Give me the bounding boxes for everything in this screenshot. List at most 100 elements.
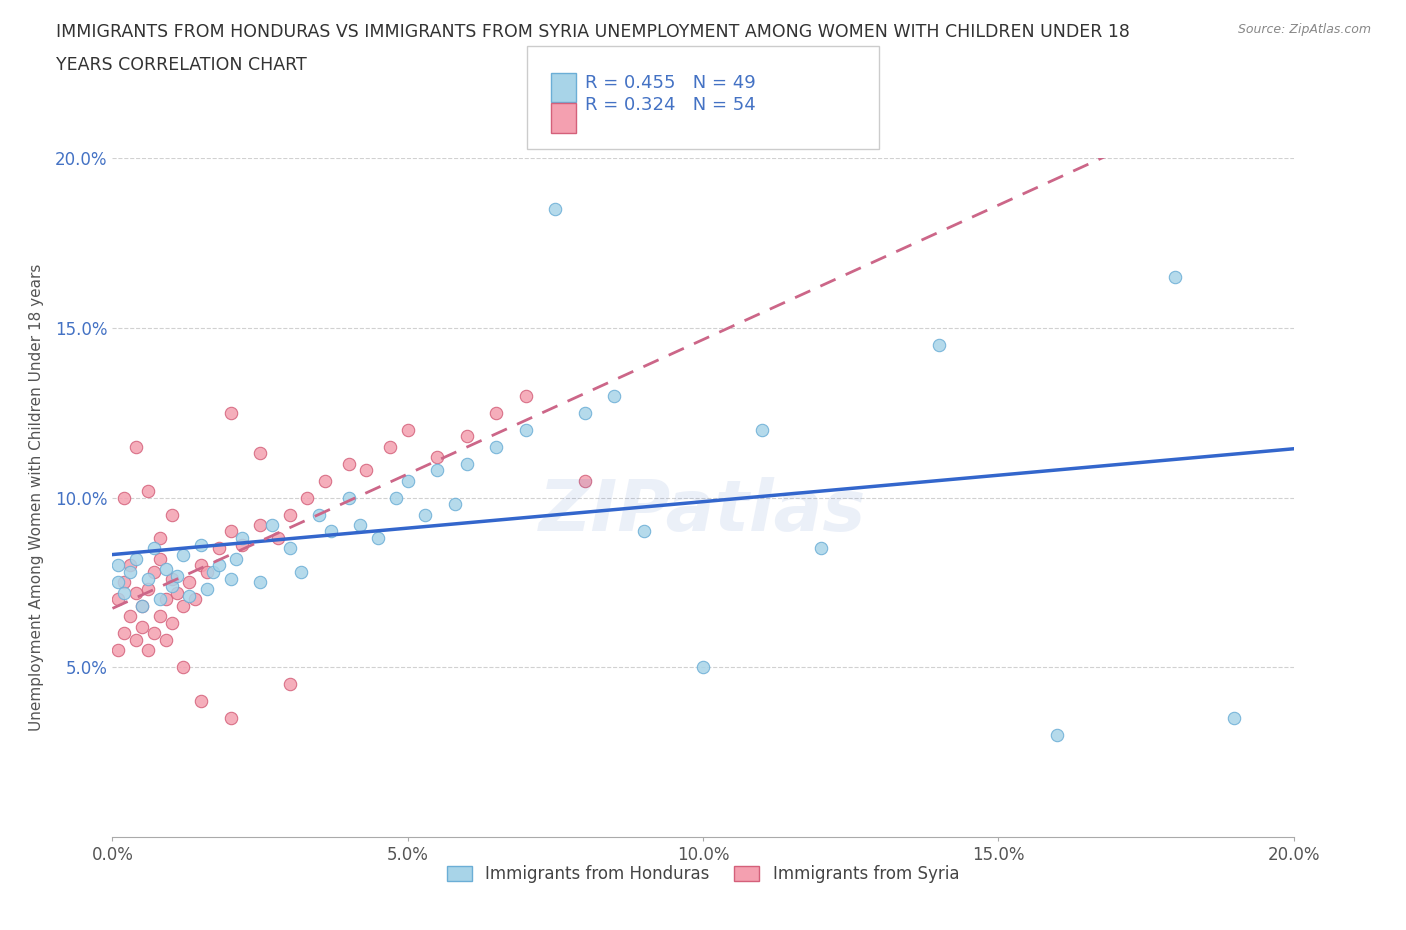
Point [290,565,312,579]
Point [190,694,212,709]
Point [219,572,242,587]
Point [574,405,596,420]
Point [278,677,301,692]
Point [149,592,172,607]
Point [314,473,336,488]
Point [160,507,183,522]
Point [544,202,567,217]
Text: IMMIGRANTS FROM HONDURAS VS IMMIGRANTS FROM SYRIA UNEMPLOYMENT AMONG WOMEN WITH : IMMIGRANTS FROM HONDURAS VS IMMIGRANTS F… [56,23,1130,41]
Point [160,572,183,587]
Point [378,439,401,454]
Point [319,525,342,539]
Point [172,548,194,563]
Point [184,592,207,607]
Text: Source: ZipAtlas.com: Source: ZipAtlas.com [1237,23,1371,36]
Point [107,643,129,658]
Point [120,565,142,579]
Point [219,405,242,420]
Point [267,531,290,546]
Point [426,449,449,464]
Point [574,473,596,488]
Point [356,463,378,478]
Point [125,551,148,566]
Point [633,525,655,539]
Point [179,575,201,590]
Point [131,619,153,634]
Point [231,538,253,552]
Y-axis label: Unemployment Among Women with Children Under 18 years: Unemployment Among Women with Children U… [30,264,44,731]
Point [120,609,142,624]
Point [160,578,183,593]
Point [396,473,419,488]
Point [160,616,183,631]
Point [297,490,319,505]
Point [337,490,360,505]
Point [456,457,478,472]
Point [485,439,508,454]
Point [107,575,129,590]
Point [444,497,467,512]
Point [515,389,537,404]
Point [1046,728,1069,743]
Point [125,439,148,454]
Point [155,562,177,577]
Point [692,660,714,675]
Text: R = 0.324   N = 54: R = 0.324 N = 54 [585,96,755,113]
Point [249,517,271,532]
Point [208,558,231,573]
Point [337,457,360,472]
Point [155,632,177,647]
Point [260,517,283,532]
Point [396,422,419,437]
Text: ZIPat​las: ZIPat​las [540,477,866,546]
Point [751,422,773,437]
Point [112,626,135,641]
Legend: Immigrants from Honduras, Immigrants from Syria: Immigrants from Honduras, Immigrants fro… [440,858,966,890]
Point [426,463,449,478]
Point [136,484,159,498]
Point [225,551,247,566]
Point [219,525,242,539]
Point [1223,711,1246,725]
Text: YEARS CORRELATION CHART: YEARS CORRELATION CHART [56,56,307,73]
Point [219,711,242,725]
Point [231,531,253,546]
Point [136,582,159,597]
Point [112,490,135,505]
Point [190,558,212,573]
Point [149,609,172,624]
Point [166,568,188,583]
Point [415,507,437,522]
Point [125,585,148,600]
Point [166,585,188,600]
Point [107,558,129,573]
Point [278,507,301,522]
Point [249,446,271,461]
Point [142,565,165,579]
Point [195,582,218,597]
Point [249,575,271,590]
Point [155,592,177,607]
Point [810,541,832,556]
Point [149,551,172,566]
Point [131,599,153,614]
Point [172,599,194,614]
Point [201,565,224,579]
Point [112,585,135,600]
Point [603,389,626,404]
Point [107,592,129,607]
Point [278,541,301,556]
Point [131,599,153,614]
Point [208,541,231,556]
Point [928,338,950,352]
Text: R = 0.455   N = 49: R = 0.455 N = 49 [585,74,755,92]
Point [190,538,212,552]
Point [136,572,159,587]
Point [172,660,194,675]
Point [142,626,165,641]
Point [112,575,135,590]
Point [125,632,148,647]
Point [456,429,478,444]
Point [179,589,201,604]
Point [136,643,159,658]
